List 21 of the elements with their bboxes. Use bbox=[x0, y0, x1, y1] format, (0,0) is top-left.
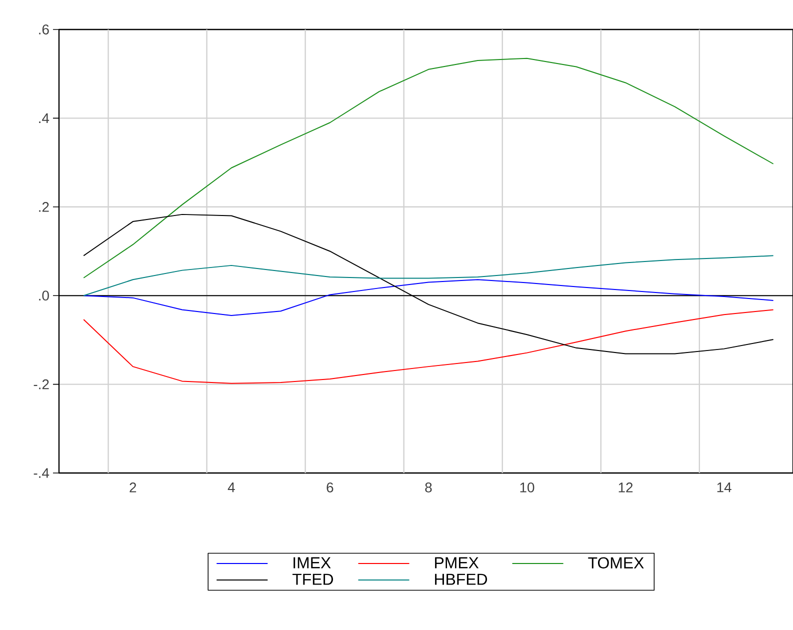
legend-label: IMEX bbox=[294, 557, 331, 568]
y-tick-label: .4 bbox=[39, 113, 50, 123]
x-tick-label: 8 bbox=[425, 482, 432, 492]
y-tick-label: .2 bbox=[39, 202, 49, 212]
x-tick-label: 12 bbox=[618, 482, 633, 492]
x-tick-label: 10 bbox=[520, 482, 534, 492]
legend-label: TOMEX bbox=[588, 557, 644, 568]
line-series bbox=[83, 309, 774, 384]
y-tick-label: .6 bbox=[39, 24, 49, 34]
x-tick-label: 2 bbox=[130, 482, 136, 492]
y-tick-label: .0 bbox=[39, 290, 49, 301]
x-tick-label: 4 bbox=[228, 482, 235, 492]
x-tick-label: 6 bbox=[326, 482, 334, 492]
line-series bbox=[83, 279, 774, 316]
y-tick-label: -.2 bbox=[34, 379, 49, 390]
x-tick-label: 14 bbox=[717, 482, 732, 492]
line-series bbox=[83, 58, 774, 278]
legend-label: PMEX bbox=[435, 557, 479, 568]
legend-label: TFED bbox=[292, 574, 333, 585]
y-tick-label: -.4 bbox=[34, 468, 50, 478]
legend-label: HBFED bbox=[435, 574, 488, 585]
